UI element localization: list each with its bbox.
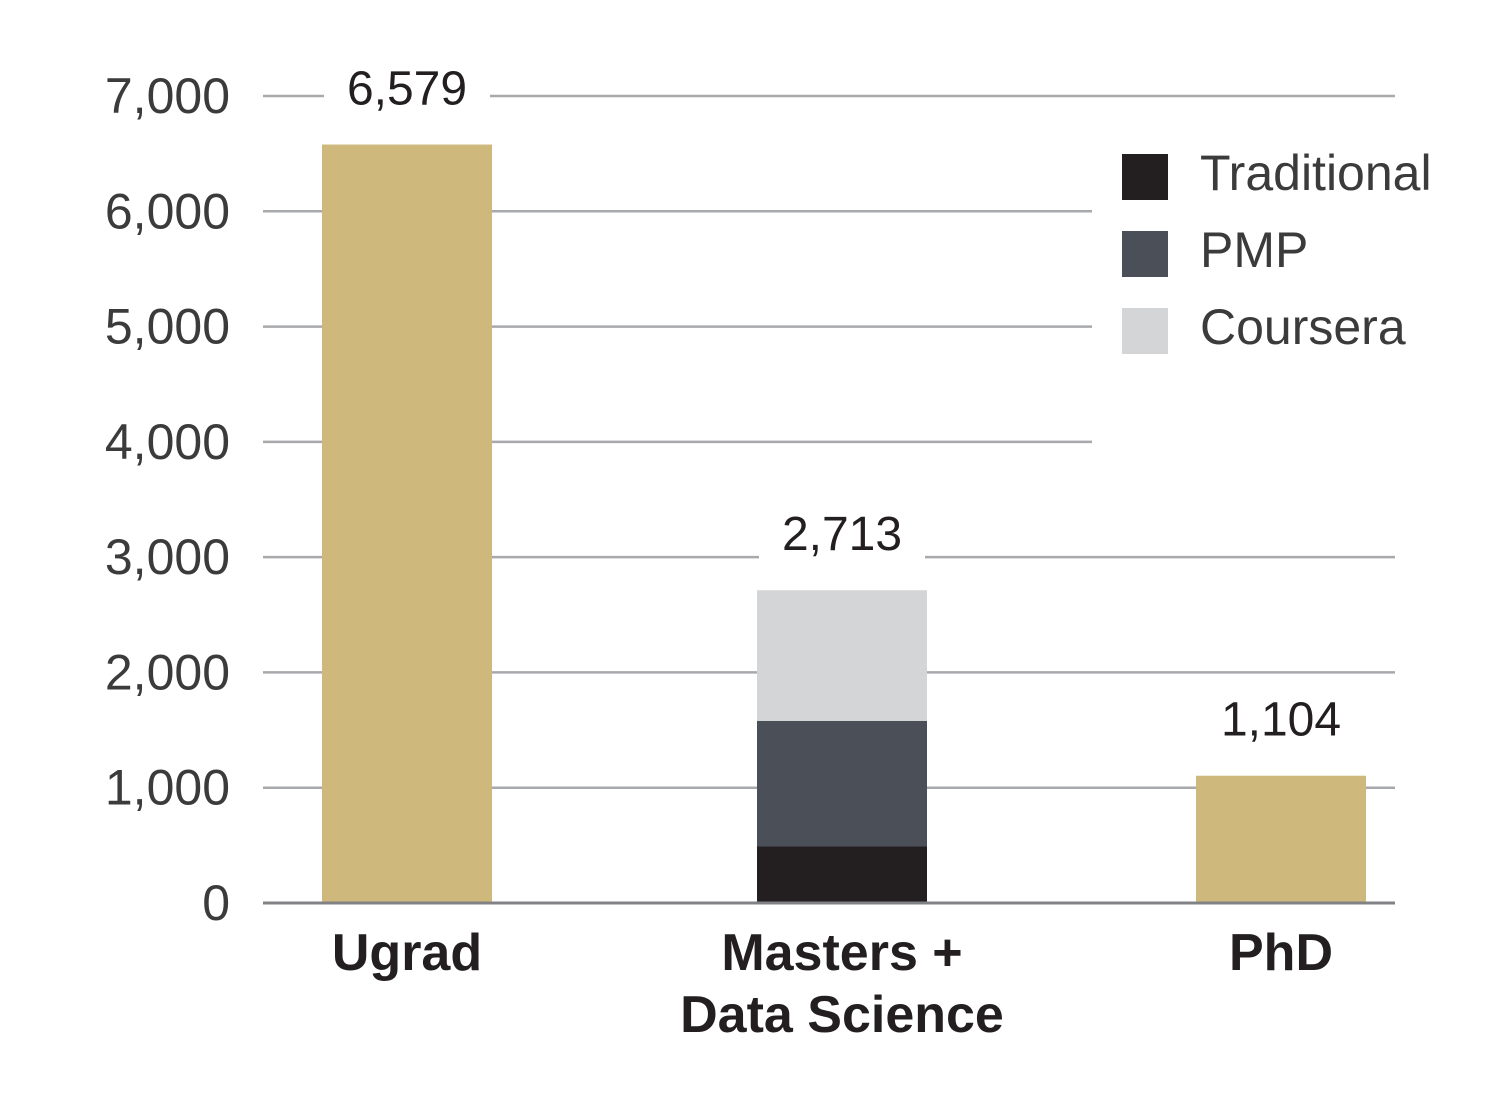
bar-segment — [757, 720, 927, 847]
bar-total-label: 6,579 — [347, 63, 467, 116]
legend: Traditional PMP Coursera — [1092, 135, 1432, 465]
y-tick-label: 7,000 — [105, 68, 230, 124]
total-label-background — [759, 505, 925, 576]
bar-segment — [1196, 775, 1366, 903]
axis: 0 1,000 2,000 3,000 4,000 5,000 6,000 7,000 — [105, 68, 1395, 931]
bars — [322, 144, 1366, 903]
bar-segment — [322, 144, 492, 903]
bar-total-label: 1,104 — [1221, 694, 1341, 747]
total-label-background — [1203, 690, 1359, 761]
legend-label: Coursera — [1200, 299, 1406, 355]
y-tick-label: 2,000 — [105, 644, 230, 700]
y-tick-label: 6,000 — [105, 183, 230, 239]
bar-segment — [757, 590, 927, 721]
bar-total-label: 2,713 — [782, 508, 902, 561]
legend-label: PMP — [1200, 222, 1308, 278]
x-category-label: PhD — [1229, 924, 1333, 982]
y-tick-label: 4,000 — [105, 414, 230, 470]
labels: Ugrad Masters + Data Science PhD 6,579 2,713 1… — [324, 59, 1359, 1044]
x-category-label: Masters + Data Science — [680, 924, 1004, 1044]
y-tick-label: 3,000 — [105, 529, 230, 585]
x-category-label: Ugrad — [332, 924, 482, 982]
total-label-background — [324, 59, 490, 130]
legend-swatch — [1122, 154, 1168, 200]
legend-swatch — [1122, 308, 1168, 354]
y-tick-label: 5,000 — [105, 299, 230, 355]
y-tick-label: 1,000 — [105, 760, 230, 816]
legend-swatch — [1122, 231, 1168, 277]
legend-label: Traditional — [1200, 145, 1432, 201]
y-tick-label: 0 — [202, 875, 230, 931]
bar-segment — [757, 846, 927, 903]
